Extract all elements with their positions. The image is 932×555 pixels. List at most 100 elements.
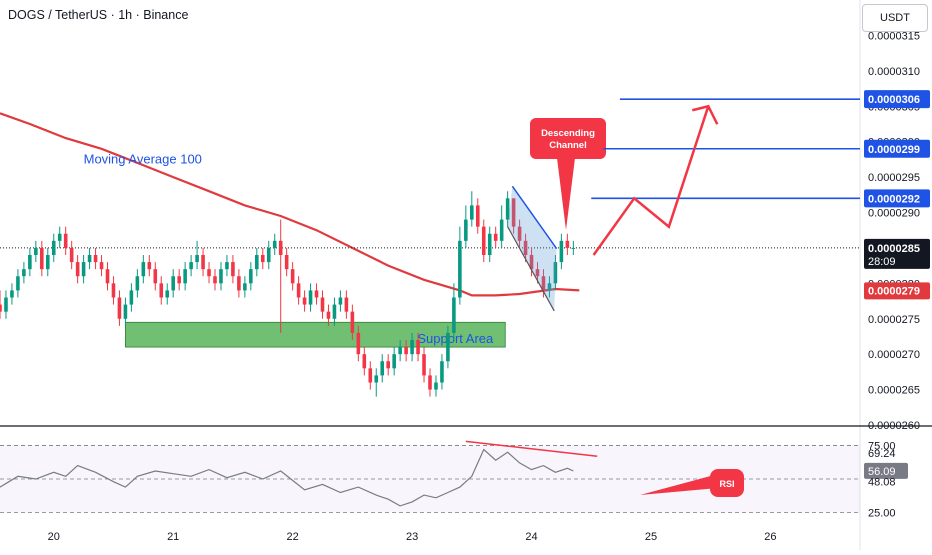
candle: [458, 226, 462, 305]
candle: [314, 283, 319, 305]
candle: [338, 290, 343, 312]
candle-body: [225, 262, 229, 270]
candle-body: [290, 269, 295, 284]
level-tag-bg: [864, 139, 930, 158]
rsi-callout-label: RSI: [719, 479, 734, 489]
price-tick-label: 0.0000290: [868, 208, 920, 220]
candle: [499, 205, 504, 248]
candle: [517, 219, 522, 248]
candle-body: [434, 382, 438, 390]
candle: [272, 233, 277, 255]
price-tick-label: 0.0000275: [868, 314, 920, 326]
candle: [511, 198, 516, 234]
candle-body: [129, 290, 134, 305]
candle: [195, 240, 199, 270]
candle: [207, 262, 211, 284]
ma100-label: Moving Average 100: [84, 151, 202, 166]
candle: [75, 255, 80, 284]
candle-body: [177, 276, 181, 284]
x-tick-label: 21: [167, 531, 179, 543]
rsi-tick-label: 69.24: [868, 448, 896, 460]
candle: [392, 347, 396, 376]
candle-body: [165, 290, 170, 298]
x-tick-label: 23: [406, 531, 418, 543]
candle-body: [517, 226, 522, 241]
candle-body: [141, 262, 146, 277]
candle: [559, 233, 564, 270]
candle: [481, 219, 486, 263]
candle-body: [553, 262, 558, 284]
candle-body: [207, 269, 211, 277]
level-tag-text: 0.0000299: [868, 144, 920, 156]
candle: [87, 247, 92, 270]
rsi-callout-pointer: [640, 474, 718, 495]
candle-body: [153, 269, 158, 284]
candle: [553, 255, 558, 291]
candle-body: [51, 240, 56, 255]
candle-body: [422, 354, 426, 376]
candle-body: [410, 340, 414, 355]
candle-body: [159, 283, 164, 298]
candle-body: [458, 240, 462, 298]
candle-body: [117, 297, 122, 319]
candle: [541, 269, 546, 298]
channel-lower-line: [507, 226, 555, 312]
candle: [326, 304, 331, 326]
candle: [231, 255, 235, 284]
candle-body: [57, 233, 62, 241]
candle: [428, 368, 432, 397]
candle: [99, 255, 104, 277]
candle: [213, 269, 217, 291]
candle-body: [308, 290, 313, 305]
candle-body: [260, 255, 265, 263]
candle-body: [278, 240, 283, 255]
candle: [147, 255, 152, 277]
candle: [255, 247, 259, 277]
candle-body: [404, 347, 408, 355]
currency-unit-button[interactable]: USDT: [862, 4, 928, 32]
candle: [123, 297, 128, 326]
candle: [464, 205, 468, 248]
candle-body: [511, 198, 516, 227]
rsi-trendline: [465, 440, 598, 457]
ma100-line: [0, 112, 580, 297]
callout-box: [530, 118, 606, 159]
projection-arrowhead: [692, 104, 719, 125]
candle: [410, 332, 414, 362]
candle: [493, 226, 498, 248]
candle-body: [195, 255, 199, 263]
candle-body: [368, 368, 373, 383]
candle-body: [183, 269, 187, 284]
candle: [332, 297, 337, 326]
descending-channel-fill: [507, 186, 557, 311]
candle-body: [123, 304, 128, 319]
price-tick-label: 0.0000315: [868, 30, 920, 42]
candle: [189, 255, 193, 277]
candle: [571, 240, 576, 255]
candle: [470, 191, 474, 227]
candle-body: [243, 283, 247, 291]
rsi-tick-label: 48.08: [868, 477, 896, 489]
candle-body: [338, 297, 343, 305]
candle-body: [440, 361, 444, 383]
candle-body: [571, 247, 576, 249]
candle: [40, 240, 44, 277]
ma-tag-bg: [864, 282, 930, 300]
candle-body: [135, 276, 140, 291]
candle: [201, 247, 205, 277]
candle-body: [464, 219, 468, 241]
candle: [51, 233, 56, 263]
candle-body: [213, 276, 217, 284]
candle-body: [493, 233, 498, 241]
price-tick-label: 0.0000295: [868, 172, 920, 184]
candle: [386, 354, 390, 376]
candle: [374, 368, 379, 397]
price-tick-label: 0.0000260: [868, 420, 920, 432]
x-tick-label: 26: [764, 531, 776, 543]
candle-body: [392, 354, 396, 369]
candle: [183, 262, 187, 291]
candle: [16, 269, 20, 298]
price-tick-label: 0.0000270: [868, 349, 920, 361]
